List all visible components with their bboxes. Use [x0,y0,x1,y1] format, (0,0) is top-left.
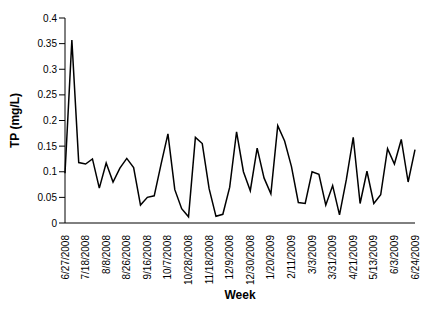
svg-text:11/18/2008: 11/18/2008 [204,235,215,285]
svg-text:2/11/2009: 2/11/2009 [286,235,297,279]
svg-text:5/13/2009: 5/13/2009 [368,235,379,280]
svg-text:0.35: 0.35 [38,38,58,49]
svg-text:6/27/2008: 6/27/2008 [60,235,71,280]
svg-text:12/9/2008: 12/9/2008 [224,235,235,280]
svg-text:7/18/2008: 7/18/2008 [80,235,91,280]
svg-text:1/20/2009: 1/20/2009 [265,235,276,280]
svg-text:0.1: 0.1 [43,166,57,177]
svg-text:3/31/2009: 3/31/2009 [327,235,338,280]
svg-text:4/21/2009: 4/21/2009 [348,235,359,280]
svg-text:10/7/2008: 10/7/2008 [162,235,173,280]
svg-text:9/16/2008: 9/16/2008 [142,235,153,280]
svg-text:10/28/2008: 10/28/2008 [183,235,194,285]
svg-text:0.15: 0.15 [38,141,58,152]
svg-text:0.25: 0.25 [38,89,58,100]
svg-text:Week: Week [224,288,255,302]
svg-text:3/3/2009: 3/3/2009 [307,235,318,274]
svg-text:0.2: 0.2 [43,115,57,126]
svg-text:6/3/2009: 6/3/2009 [389,235,400,274]
svg-text:0.3: 0.3 [43,64,57,75]
svg-text:6/24/2009: 6/24/2009 [410,235,421,280]
svg-text:TP (mg/L): TP (mg/L) [8,93,22,148]
svg-text:12/30/2008: 12/30/2008 [245,235,256,285]
svg-text:0.4: 0.4 [43,13,57,24]
svg-text:8/8/2008: 8/8/2008 [101,235,112,274]
svg-text:0: 0 [51,218,57,229]
svg-text:8/26/2008: 8/26/2008 [121,235,132,280]
svg-text:0.05: 0.05 [38,192,58,203]
